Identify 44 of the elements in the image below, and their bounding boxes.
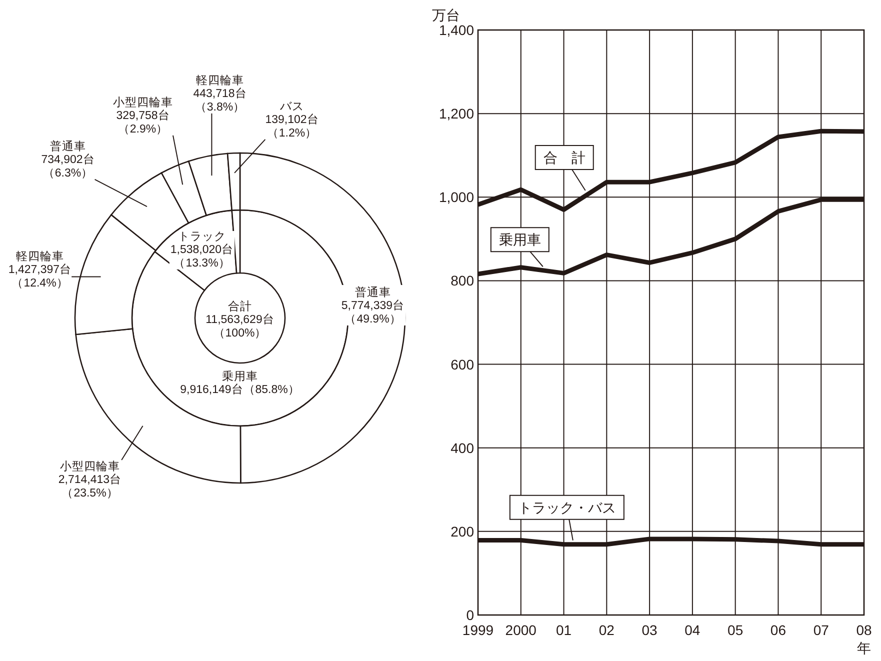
slice-label: バス (279, 101, 304, 113)
x-tick-label: 05 (728, 622, 744, 638)
series-label: 乗用車 (498, 232, 541, 248)
data-label: 1,538,020台（13.3%） (170, 243, 234, 270)
y-tick-label: 1,000 (438, 189, 474, 206)
data-label: 734,902台（6.3%） (41, 153, 95, 180)
data-label: 1,427,397台（12.4%） (8, 263, 72, 290)
y-tick-label: 0 (466, 607, 474, 623)
y-axis-title: 万台 (432, 7, 460, 23)
slice-label: 軽四輪車 (196, 74, 244, 87)
slice-label: 小型四輪車 (60, 460, 120, 473)
data-label: 9,916,149台（85.8%） (180, 383, 300, 396)
y-tick-label: 600 (450, 356, 474, 372)
text: 合計 (228, 299, 252, 313)
x-tick-label: 02 (598, 622, 615, 638)
data-label: 5,774,339台（49.9%） (341, 299, 405, 326)
data-label: 2,714,413台（23.5%） (58, 473, 122, 500)
x-tick-label: 07 (813, 622, 830, 638)
x-axis-title: 年 (857, 640, 871, 656)
data-label: 139,102台（1.2%） (265, 113, 319, 140)
x-tick-label: 2000 (505, 622, 537, 638)
slice-label: 普通車 (50, 139, 86, 153)
y-tick-label: 1,400 (438, 22, 474, 38)
x-tick-label: 1999 (462, 622, 494, 638)
text: （100%） (213, 327, 267, 340)
x-tick-label: 06 (770, 622, 786, 638)
y-tick-label: 200 (450, 523, 474, 540)
slice-label: 小型四輪車 (113, 96, 173, 109)
series-label: 合 計 (543, 150, 586, 166)
data-label: 443,718台（3.8%） (193, 87, 247, 114)
slice-label: 普通車 (355, 285, 391, 299)
slice-label: トラック (178, 231, 226, 243)
x-tick-label: 04 (684, 622, 700, 638)
y-tick-label: 1,200 (438, 106, 474, 122)
y-tick-label: 800 (450, 272, 474, 289)
slice-label: 軽四輪車 (16, 250, 64, 263)
series-label: トラック・バス (518, 499, 616, 516)
y-tick-label: 400 (450, 440, 474, 456)
x-tick-label: 03 (642, 622, 658, 638)
x-tick-label: 08 (856, 622, 872, 638)
data-label: 329,758台（2.9%） (116, 109, 170, 136)
slice-label: 乗用車 (222, 370, 258, 383)
x-tick-label: 01 (556, 622, 572, 638)
text: 11,563,629台 (206, 313, 274, 326)
